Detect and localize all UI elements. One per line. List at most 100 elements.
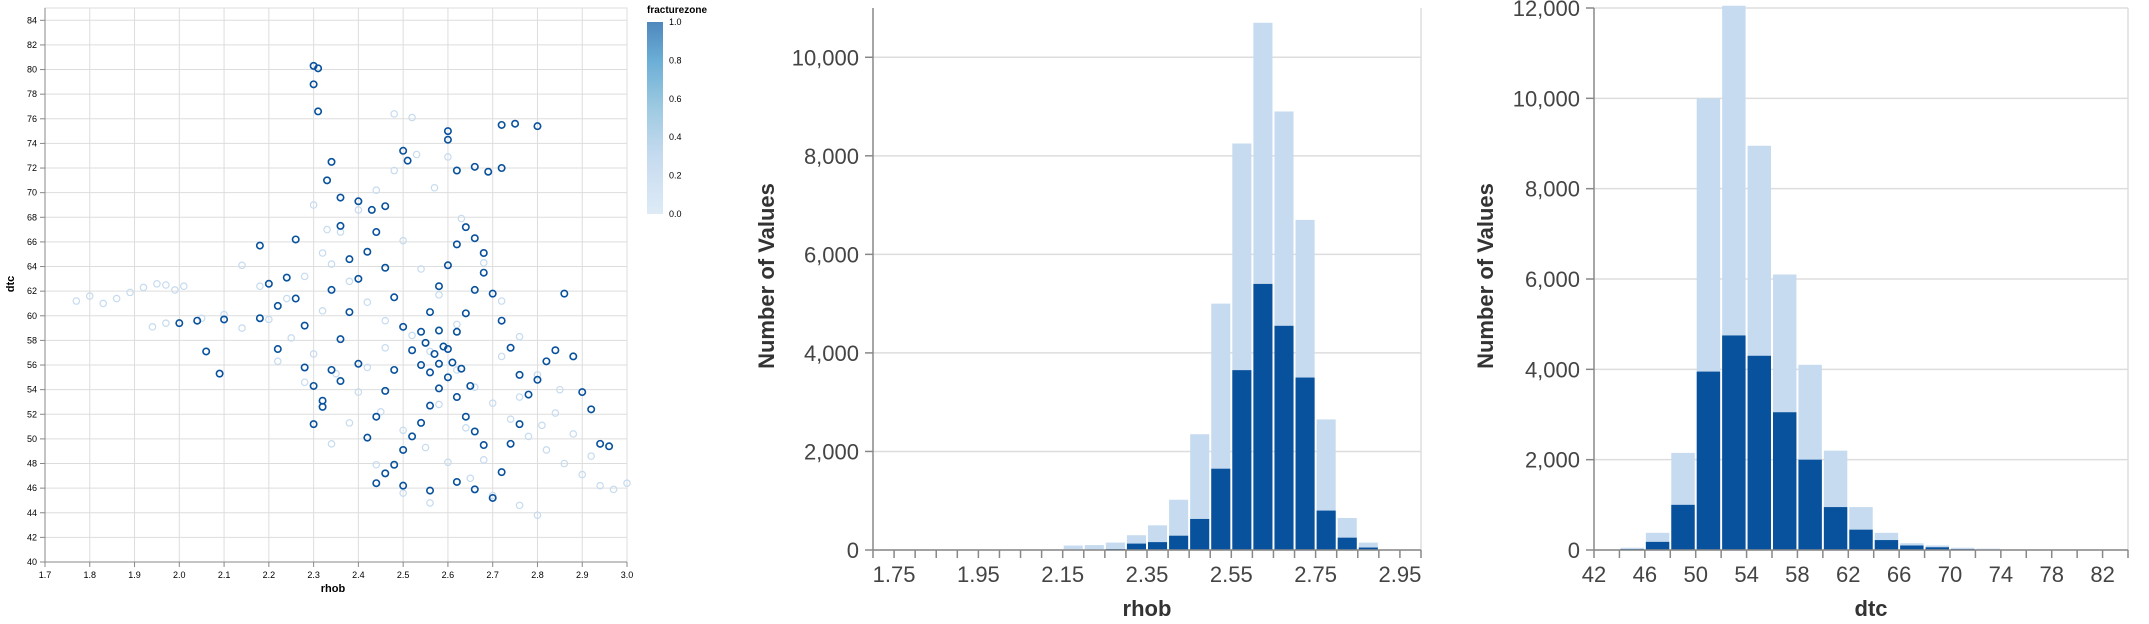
rhob-x-ticks: 1.75 1.95 2.15 2.35 2.55 2.75 2.95 (872, 549, 1422, 587)
dtc-x-axis-title: dtc (1855, 596, 1888, 621)
scatter-point (148, 323, 157, 331)
scatter-point (609, 485, 618, 494)
scatter-point (408, 346, 417, 355)
rhob-bar-fracturezone (1211, 468, 1231, 550)
scatter-point (255, 314, 264, 323)
legend-tick-label: 0.4 (669, 132, 682, 142)
scatter-point (596, 439, 605, 448)
dtc-bar-total (1951, 547, 1975, 550)
scatter-point (314, 64, 323, 73)
scatter-y-tick-label: 44 (27, 508, 37, 518)
scatter-point (291, 235, 300, 244)
scatter-point (515, 501, 524, 510)
scatter-point (470, 383, 479, 391)
scatter-point (569, 430, 578, 438)
scatter-point (399, 146, 408, 155)
scatter-point (497, 164, 506, 173)
scatter-chart: 1.7 1.8 1.9 2.0 2.1 2.2 2.3 2.4 2.5 2.6 2.7 2.8 2.9 3… (5, 5, 707, 595)
scatter-point (426, 308, 435, 317)
scatter-point (381, 202, 390, 211)
rhob-x-tick-label: 2.35 (1126, 562, 1169, 587)
scatter-point (515, 370, 524, 379)
dtc-x-tick-label: 70 (1938, 562, 1962, 587)
dtc-bar-fracturezone (1823, 507, 1848, 550)
scatter-point (282, 273, 291, 282)
dtc-x-tick-label: 58 (1785, 562, 1809, 587)
rhob-bar-total (1358, 542, 1378, 550)
rhob-bar-fracturezone (1126, 543, 1146, 550)
scatter-point (336, 193, 345, 202)
scatter-y-tick-label: 40 (27, 557, 37, 567)
scatter-point (578, 470, 587, 479)
scatter-point (488, 399, 497, 407)
scatter-point (255, 241, 264, 250)
scatter-point (533, 122, 542, 131)
scatter-point (444, 153, 452, 161)
scatter-point (457, 364, 466, 373)
scatter-point (354, 388, 363, 396)
scatter-point (372, 412, 381, 421)
scatter-point (273, 301, 282, 310)
rhob-bar-fracturezone (1295, 377, 1315, 550)
legend-tick-label: 0.6 (669, 94, 682, 104)
scatter-x-tick-label: 2.3 (307, 570, 320, 580)
scatter-point (497, 120, 506, 129)
dtc-bar-fracturezone (1900, 545, 1924, 550)
dtc-x-tick-label: 62 (1836, 562, 1860, 587)
scatter-point (435, 400, 443, 409)
scatter-point (171, 286, 179, 294)
scatter-x-tick-label: 2.4 (352, 570, 365, 580)
scatter-point (596, 481, 604, 490)
scatter-point (506, 415, 515, 423)
scatter-point (461, 223, 470, 232)
scatter-point (587, 405, 596, 414)
scatter-point (399, 236, 407, 245)
rhob-y-tick-label: 8,000 (804, 144, 859, 169)
scatter-point (434, 326, 443, 335)
scatter-point (282, 294, 291, 303)
scatter-point (112, 294, 121, 303)
scatter-point (309, 80, 318, 89)
legend-ticks: 1.0 0.8 0.6 0.4 0.2 0.0 (669, 17, 682, 219)
scatter-point (153, 279, 161, 288)
scatter-y-tick-label: 58 (27, 335, 37, 345)
scatter-point (314, 107, 323, 116)
scatter-point (417, 418, 426, 427)
scatter-point (327, 260, 336, 268)
scatter-point (220, 310, 228, 319)
scatter-point (139, 283, 148, 292)
rhob-bar-total (1105, 542, 1125, 550)
scatter-point (318, 307, 327, 315)
dtc-bars (1620, 5, 2026, 551)
scatter-x-tick-label: 1.9 (128, 570, 141, 580)
scatter-point (354, 206, 363, 214)
scatter-point (291, 294, 300, 303)
dtc-x-tick-label: 78 (2039, 562, 2063, 587)
scatter-point (466, 381, 475, 390)
scatter-y-tick-label: 62 (27, 286, 37, 296)
scatter-point (434, 282, 443, 291)
scatter-point (542, 357, 551, 366)
scatter-point (399, 481, 408, 490)
rhob-x-tick-label: 1.75 (873, 562, 916, 587)
scatter-point (430, 183, 439, 192)
scatter-point (345, 419, 354, 427)
scatter-point (479, 441, 488, 450)
rhob-bar-fracturezone (1148, 542, 1168, 550)
scatter-point (448, 358, 457, 367)
scatter-point (497, 468, 506, 477)
scatter-point (408, 331, 416, 340)
scatter-point (426, 499, 434, 507)
scatter-point (193, 316, 202, 325)
scatter-grid (44, 7, 628, 563)
scatter-y-tick-label: 74 (27, 138, 37, 148)
scatter-point (363, 298, 372, 307)
scatter-point (515, 332, 524, 341)
scatter-point (162, 319, 170, 327)
scatter-point (300, 378, 309, 387)
scatter-point (85, 292, 94, 300)
dtc-bar-fracturezone (1645, 541, 1670, 550)
rhob-bar-fracturezone (1337, 537, 1357, 550)
dtc-y-axis-title: Number of Values (1473, 183, 1498, 369)
